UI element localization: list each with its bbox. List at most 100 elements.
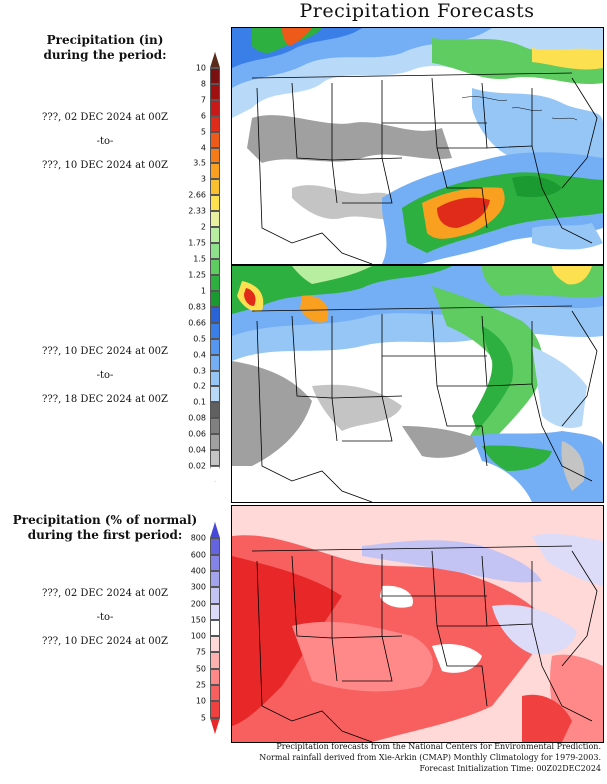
scale-tick-label: 4 xyxy=(200,143,206,153)
scale-tick-label: 6 xyxy=(200,111,206,121)
scale-swatch xyxy=(210,99,220,116)
period-3-label: ???, 02 DEC 2024 at 00Z -to- ???, 10 DEC… xyxy=(0,588,210,660)
scale-swatch xyxy=(210,163,220,180)
period-separator: -to- xyxy=(96,612,114,623)
scale-tick-label: 0.08 xyxy=(188,413,206,423)
footer-line: Normal rainfall derived from Xie-Arkin (… xyxy=(259,753,601,762)
scale-swatch xyxy=(210,338,220,355)
scale-swatch xyxy=(210,131,220,148)
period-2-label: ???, 10 DEC 2024 at 00Z -to- ???, 18 DEC… xyxy=(0,346,210,418)
scale-tick-label: 0.83 xyxy=(188,302,206,312)
attribution-footer: Precipitation forecasts from the Nationa… xyxy=(201,741,601,774)
period-end: ???, 18 DEC 2024 at 00Z xyxy=(42,394,168,405)
scale-tick-label: 1 xyxy=(200,286,206,296)
precip-percent-heading: Precipitation (% of normal) during the f… xyxy=(0,513,210,543)
scale-tick-label: 600 xyxy=(190,550,206,560)
page-title: Precipitation Forecasts xyxy=(299,0,535,22)
scale-swatch xyxy=(210,83,220,100)
scale-swatch xyxy=(210,619,220,637)
scale-tick-label: 0.3 xyxy=(193,366,206,376)
scale-tick-label: 50 xyxy=(195,664,206,674)
scale-swatch xyxy=(210,306,220,323)
scale-swatch xyxy=(210,243,220,260)
scale-swatch xyxy=(210,147,220,164)
scale-tick-label: 300 xyxy=(190,582,206,592)
scale-swatch xyxy=(210,402,220,419)
scale-tick-label: 800 xyxy=(190,533,206,543)
scale-tick-label: 2.33 xyxy=(188,206,206,216)
scale-tick-label: 400 xyxy=(190,566,206,576)
period-separator: -to- xyxy=(96,370,114,381)
scale-swatch xyxy=(210,450,220,467)
precip-inches-color-scale: 10 8 7 6 5 4 3.5 3 2.66 2.33 2 1.75 1.5 1.25 1 0.83 0.66… xyxy=(188,52,240,482)
scale-swatch xyxy=(210,685,220,702)
scale-swatch xyxy=(210,370,220,387)
scale-swatch xyxy=(210,195,220,212)
precip-map-week2 xyxy=(231,265,604,503)
scale-swatch xyxy=(210,179,220,196)
scale-tick-label: 0.06 xyxy=(188,429,206,439)
scale-swatch xyxy=(210,522,220,539)
scale-tick-label: 5 xyxy=(200,127,206,137)
scale-tick-label: 2.66 xyxy=(188,190,206,200)
scale-swatch xyxy=(210,115,220,132)
scale-swatch xyxy=(210,322,220,339)
scale-tick-label: 25 xyxy=(195,680,206,690)
scale-swatch xyxy=(210,354,220,371)
footer-line: Forecast Initialization Time: 00Z02DEC20… xyxy=(419,764,601,773)
scale-swatch xyxy=(210,466,220,482)
scale-swatch xyxy=(210,652,220,669)
scale-tick-label: 1.25 xyxy=(188,270,206,280)
scale-tick-label: 0.04 xyxy=(188,445,206,455)
precip-map-week1 xyxy=(231,27,604,265)
scale-tick-label: 10 xyxy=(195,63,206,73)
scale-tick-label: 3.5 xyxy=(193,158,206,168)
period-start: ???, 10 DEC 2024 at 00Z xyxy=(42,346,168,357)
scale-tick-label: 7 xyxy=(200,95,206,105)
scale-tick-label: 150 xyxy=(190,615,206,625)
scale-tick-label: 3 xyxy=(200,174,206,184)
period-1-label: ???, 02 DEC 2024 at 00Z -to- ???, 10 DEC… xyxy=(0,112,210,184)
heading-line: Precipitation (in) xyxy=(46,33,164,47)
scale-swatch xyxy=(210,717,220,734)
scale-swatch xyxy=(210,587,220,604)
period-start: ???, 02 DEC 2024 at 00Z xyxy=(42,588,168,599)
period-separator: -to- xyxy=(96,136,114,147)
scale-tick-label: 200 xyxy=(190,599,206,609)
scale-swatch xyxy=(210,227,220,244)
precip-percent-color-scale: 800 600 400 300 200 150 100 75 50 25 10 5 xyxy=(191,522,240,734)
scale-tick-label: 0.1 xyxy=(193,397,206,407)
heading-line: Precipitation (% of normal) xyxy=(12,513,198,527)
scale-swatch xyxy=(210,67,220,84)
scale-swatch xyxy=(210,538,220,555)
scale-swatch xyxy=(210,636,220,653)
scale-tick-label: 0.66 xyxy=(188,318,206,328)
period-end: ???, 10 DEC 2024 at 00Z xyxy=(42,636,168,647)
scale-tick-label: 75 xyxy=(195,647,206,657)
scale-swatch xyxy=(210,259,220,275)
precip-inches-heading: Precipitation (in) during the period: xyxy=(0,33,210,63)
scale-swatch xyxy=(210,554,220,571)
scale-tick-label: 0.5 xyxy=(193,334,206,344)
scale-swatch xyxy=(210,434,220,451)
period-start: ???, 02 DEC 2024 at 00Z xyxy=(42,112,168,123)
period-end: ???, 10 DEC 2024 at 00Z xyxy=(42,160,168,171)
scale-swatch xyxy=(210,386,220,403)
scale-swatch xyxy=(210,668,220,686)
scale-tick-label: 100 xyxy=(190,631,206,641)
scale-tick-label: 1.5 xyxy=(193,254,206,264)
scale-swatch xyxy=(210,603,220,620)
heading-line: during the first period: xyxy=(27,528,183,542)
heading-line: during the period: xyxy=(43,48,167,62)
scale-swatch xyxy=(210,211,220,228)
scale-tick-label: 0.02 xyxy=(188,461,206,471)
scale-swatch xyxy=(210,570,220,588)
scale-tick-label: 8 xyxy=(200,79,206,89)
scale-swatch xyxy=(210,274,220,291)
scale-swatch xyxy=(210,290,220,307)
scale-tick-label: 2 xyxy=(200,222,206,232)
scale-tick-label: 1.75 xyxy=(188,238,206,248)
scale-swatch xyxy=(210,701,220,718)
scale-tick-label: 5 xyxy=(200,713,206,723)
scale-tick-label: 10 xyxy=(195,696,206,706)
